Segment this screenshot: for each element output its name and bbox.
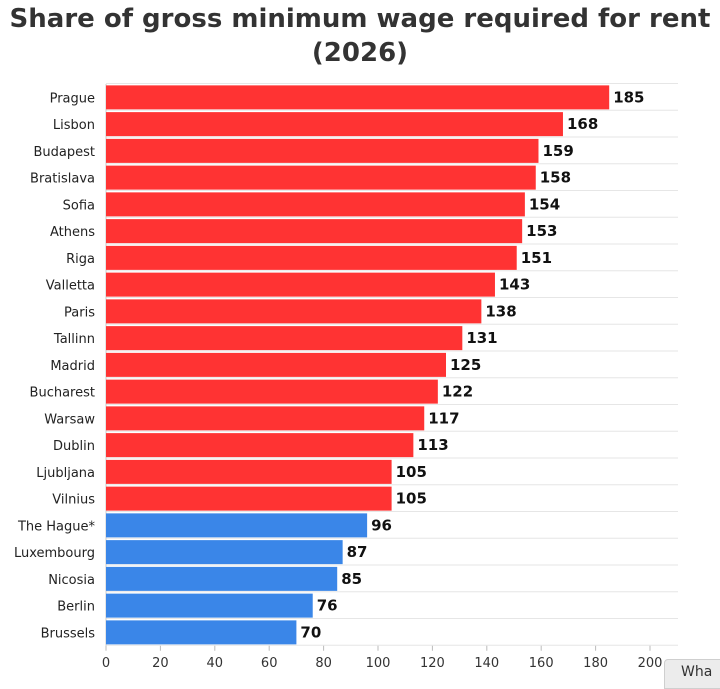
x-tick-label: 180	[583, 656, 608, 671]
category-label: Dublin	[53, 439, 95, 454]
value-label: 153	[526, 222, 557, 240]
bar-athens	[106, 219, 523, 244]
category-label: Lisbon	[53, 118, 95, 133]
chart-title: Share of gross minimum wage required for…	[9, 4, 711, 68]
value-label: 96	[371, 516, 392, 534]
category-label: Warsaw	[44, 412, 95, 427]
value-label: 113	[417, 436, 448, 454]
category-label: Vilnius	[52, 493, 95, 508]
value-label: 131	[466, 329, 497, 347]
x-axis-ticks: 0 20 40 60 80 100 120 140 160 180 200	[102, 645, 663, 671]
x-tick-label: 60	[261, 656, 278, 671]
bar-budapest	[106, 138, 539, 163]
bar-bratislava	[106, 165, 536, 190]
value-label: 138	[485, 302, 516, 320]
x-tick-label: 40	[207, 656, 224, 671]
category-labels: Prague Lisbon Budapest Bratislava Sofia Athen…	[14, 91, 96, 641]
bar-vilnius	[106, 486, 392, 511]
x-tick-label: 140	[474, 656, 499, 671]
value-label: 76	[317, 597, 338, 615]
category-label: Valletta	[46, 279, 95, 294]
bar-madrid	[106, 352, 446, 377]
value-label: 154	[529, 195, 560, 213]
bar-sofia	[106, 192, 525, 217]
value-label: 122	[442, 383, 473, 401]
bar-prague	[106, 85, 610, 110]
category-label: Nicosia	[48, 573, 95, 588]
value-label: 125	[450, 356, 481, 374]
bar-warsaw	[106, 406, 425, 431]
x-tick-label: 0	[102, 656, 110, 671]
bar-berlin	[106, 593, 313, 618]
category-label: Tallinn	[53, 332, 95, 347]
value-label: 117	[428, 409, 459, 427]
value-label: 87	[347, 543, 368, 561]
bar-nicosia	[106, 566, 338, 591]
value-label: 168	[567, 115, 598, 133]
x-tick-label: 100	[366, 656, 391, 671]
x-tick-label: 200	[638, 656, 663, 671]
category-label: Sofia	[63, 198, 95, 213]
category-label: Paris	[64, 305, 95, 320]
x-tick-label: 120	[420, 656, 445, 671]
bars	[106, 85, 610, 645]
category-label: Budapest	[34, 145, 96, 160]
bar-riga	[106, 245, 517, 270]
value-label: 151	[521, 249, 552, 267]
value-labels: 185 168 159 158 154 153 151 143 138 131 125 122 117 1…	[300, 88, 644, 641]
category-label: The Hague*	[17, 519, 96, 534]
bar-lisbon	[106, 112, 563, 137]
value-label: 158	[540, 169, 571, 187]
category-label: Berlin	[57, 600, 95, 615]
value-label: 105	[396, 463, 427, 481]
bar-paris	[106, 299, 482, 324]
category-label: Madrid	[50, 359, 95, 374]
category-label: Bratislava	[30, 172, 95, 187]
value-label: 143	[499, 276, 530, 294]
category-label: Ljubljana	[36, 466, 95, 481]
bar-brussels	[106, 620, 297, 645]
bar-the-hague	[106, 513, 368, 538]
corner-overlay-tab[interactable]: Wha	[664, 659, 720, 689]
value-label: 185	[613, 88, 644, 106]
bar-valletta	[106, 272, 495, 297]
value-label: 85	[341, 570, 362, 588]
x-tick-label: 80	[315, 656, 332, 671]
x-tick-label: 160	[529, 656, 554, 671]
category-label: Brussels	[41, 626, 96, 641]
value-label: 159	[542, 142, 573, 160]
bar-tallinn	[106, 326, 463, 351]
bar-luxembourg	[106, 540, 343, 565]
x-tick-label: 20	[152, 656, 169, 671]
category-label: Bucharest	[30, 386, 95, 401]
category-label: Luxembourg	[14, 546, 95, 561]
value-label: 70	[300, 623, 321, 641]
category-label: Athens	[50, 225, 95, 240]
category-label: Prague	[50, 91, 95, 106]
bar-dublin	[106, 433, 414, 458]
value-label: 105	[396, 490, 427, 508]
bar-ljubljana	[106, 459, 392, 484]
bar-bucharest	[106, 379, 438, 404]
category-label: Riga	[66, 252, 95, 267]
